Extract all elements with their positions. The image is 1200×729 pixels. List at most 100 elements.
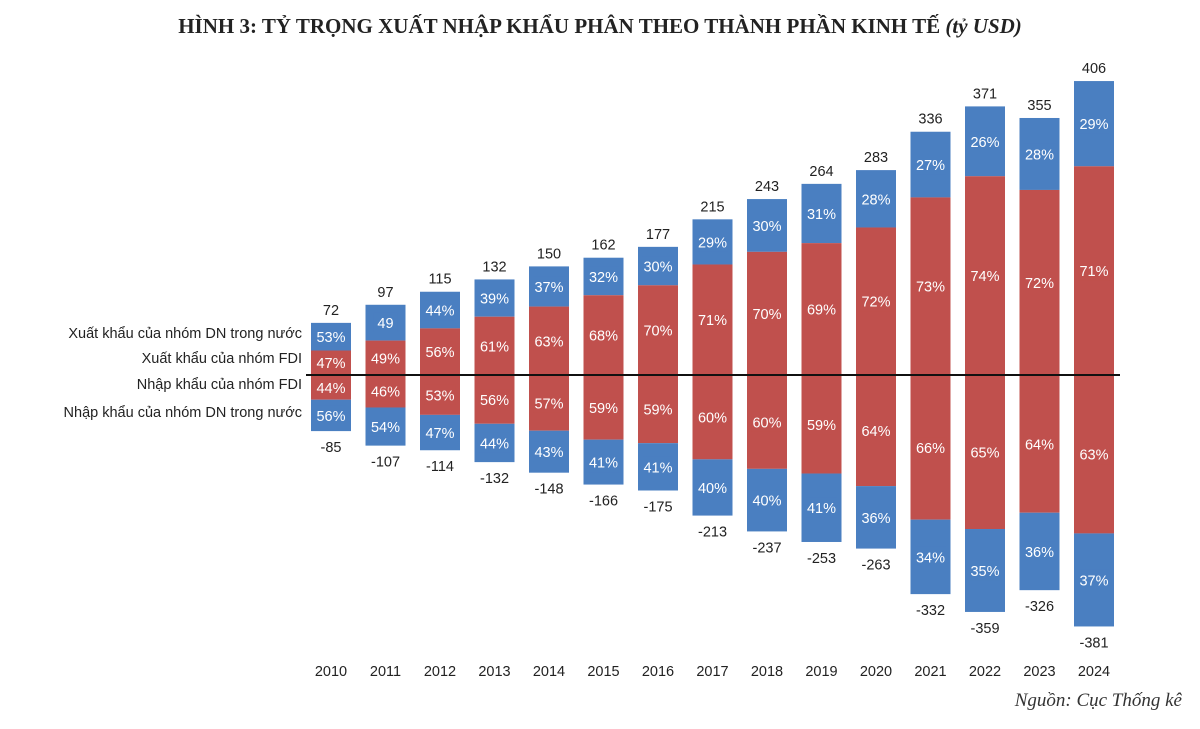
legend-domestic-export: Xuất khẩu của nhóm DN trong nước (68, 326, 302, 342)
label-domestic-export: 53% (316, 330, 345, 346)
x-tick-label: 2024 (1078, 664, 1110, 680)
label-domestic-import-box (969, 560, 1001, 581)
label-domestic-import-box (587, 452, 620, 473)
label-domestic-export: 27% (916, 158, 945, 174)
legend-domestic-import: Nhập khẩu của nhóm DN trong nước (63, 405, 302, 421)
label-domestic-import-box (315, 405, 347, 426)
export-total-label: 150 (537, 246, 561, 262)
x-tick-label: 2012 (424, 664, 456, 680)
label-domestic-import-box (860, 507, 892, 528)
export-total-label: 132 (482, 259, 506, 275)
label-domestic-import-box (751, 490, 783, 511)
label-domestic-export: 29% (1079, 117, 1108, 133)
label-fdi-export: 69% (807, 303, 836, 319)
x-tick-label: 2019 (805, 664, 837, 680)
label-domestic-export: 28% (1025, 147, 1054, 163)
label-domestic-import: 35% (970, 564, 999, 580)
label-domestic-import: 36% (1025, 545, 1054, 561)
label-fdi-export: 49% (371, 351, 400, 367)
label-domestic-export: 28% (861, 192, 890, 208)
export-total-label: 371 (973, 86, 997, 102)
label-fdi-export: 70% (752, 307, 781, 323)
label-domestic-export-box (642, 256, 674, 277)
label-domestic-export: 32% (589, 270, 618, 286)
import-total-label: -107 (371, 455, 400, 471)
import-total-label: -332 (916, 603, 945, 619)
label-fdi-export: 56% (425, 345, 454, 361)
label-fdi-import: 44% (316, 381, 345, 397)
label-domestic-export-box (751, 215, 783, 236)
label-fdi-export-box (587, 325, 620, 346)
label-domestic-import: 43% (534, 445, 563, 461)
x-tick-label: 2018 (751, 664, 783, 680)
label-domestic-import: 41% (589, 456, 618, 472)
import-total-label: -237 (752, 540, 781, 556)
label-fdi-import-box (1078, 444, 1110, 465)
export-total-label: 283 (864, 150, 888, 166)
label-domestic-export-box (587, 266, 620, 287)
label-fdi-export-box (751, 303, 783, 324)
label-fdi-export-box (696, 309, 729, 330)
label-domestic-export: 31% (807, 207, 836, 223)
label-domestic-export-box (969, 131, 1001, 152)
label-fdi-import-box (969, 442, 1001, 463)
import-total-label: -326 (1025, 599, 1054, 615)
label-fdi-import: 57% (534, 396, 563, 412)
label-fdi-export-box (424, 341, 456, 362)
export-total-label: 355 (1027, 98, 1051, 114)
label-domestic-import-box (478, 432, 511, 453)
label-fdi-export-box (1023, 272, 1056, 293)
label-domestic-import: 44% (480, 436, 509, 452)
label-domestic-import-box (424, 422, 456, 443)
x-tick-label: 2023 (1023, 664, 1055, 680)
label-domestic-import-box (533, 441, 565, 462)
label-fdi-import-box (642, 399, 674, 420)
label-domestic-export-box (805, 203, 838, 224)
label-fdi-export-box (369, 347, 402, 368)
x-tick-label: 2017 (696, 664, 728, 680)
label-domestic-import: 56% (316, 409, 345, 425)
label-fdi-import-box (315, 377, 347, 398)
label-fdi-import: 46% (371, 385, 400, 401)
chart-title: HÌNH 3: TỶ TRỌNG XUẤT NHẬP KHẨU PHÂN THE… (0, 14, 1200, 39)
label-fdi-import-box (696, 407, 729, 428)
label-domestic-import: 41% (807, 501, 836, 517)
label-fdi-export: 63% (534, 334, 563, 350)
import-total-label: -359 (970, 621, 999, 637)
label-fdi-export: 72% (1025, 276, 1054, 292)
label-fdi-export-box (914, 276, 947, 297)
export-total-label: 243 (755, 179, 779, 195)
label-fdi-export: 71% (1079, 264, 1108, 280)
label-fdi-import: 65% (970, 446, 999, 462)
label-fdi-import-box (860, 420, 892, 441)
label-fdi-import: 64% (861, 424, 890, 440)
label-fdi-import: 60% (752, 415, 781, 431)
import-total-label: -253 (807, 551, 836, 567)
x-tick-label: 2020 (860, 664, 892, 680)
label-domestic-import-box (805, 497, 838, 518)
x-tick-label: 2015 (587, 664, 619, 680)
import-total-label: -85 (321, 440, 342, 456)
label-domestic-export-box (1078, 113, 1110, 134)
label-fdi-export: 71% (698, 313, 727, 329)
label-fdi-export: 68% (589, 329, 618, 345)
label-fdi-export-box (642, 320, 674, 341)
label-domestic-export: 30% (752, 219, 781, 235)
label-fdi-export-box (315, 352, 347, 373)
label-fdi-export: 70% (643, 324, 672, 340)
x-tick-label: 2010 (315, 664, 347, 680)
export-total-label: 97 (377, 285, 393, 301)
export-total-label: 336 (918, 112, 942, 128)
import-total-label: -263 (861, 558, 890, 574)
label-fdi-export: 73% (916, 280, 945, 296)
export-total-label: 162 (591, 238, 615, 254)
label-domestic-import: 37% (1079, 573, 1108, 589)
label-domestic-import-box (1023, 541, 1056, 562)
export-total-label: 72 (323, 303, 339, 319)
legend-fdi-import: Nhập khẩu của nhóm FDI (136, 377, 302, 393)
label-domestic-export-box (424, 300, 456, 321)
import-total-label: -175 (643, 500, 672, 516)
label-domestic-export-box (914, 154, 947, 175)
label-domestic-import-box (914, 546, 947, 567)
